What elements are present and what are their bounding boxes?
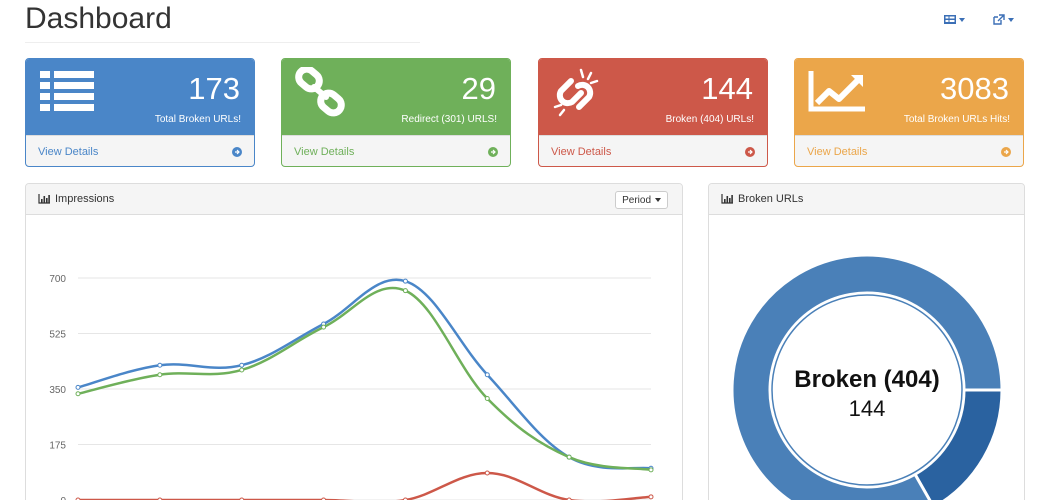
data-point [157,362,163,368]
link-icon [295,67,345,117]
donut-hole [771,294,963,486]
data-point [402,278,408,284]
data-point [75,391,81,397]
chevron-down-icon [1008,17,1014,22]
data-point [648,494,654,500]
data-point [402,288,408,294]
data-point [321,324,327,330]
view-details-label: View Details [294,146,355,158]
period-label: Period [622,194,651,206]
broken-urls-panel: Broken URLs Broken (404) 144 [708,183,1025,500]
view-details-link[interactable]: View Details [795,135,1023,166]
series-line [77,286,652,472]
card-count: 29 [461,71,496,106]
bar-chart-icon [38,194,50,204]
card-redirect: 29 Redirect (301) URLS! View Details [281,58,511,167]
broken-urls-title: Broken URLs [738,193,804,205]
card-total-hits: 3083 Total Broken URLs Hits! View Detail… [794,58,1024,167]
y-tick-label: 175 [49,441,66,452]
stat-cards: 173 Total Broken URLs! View Details 29 R… [25,58,1025,168]
arrow-circle-right-icon [1001,147,1011,157]
series-line [78,471,652,500]
card-header: 3083 Total Broken URLs Hits! [795,59,1023,135]
donut-center-value: 144 [849,396,886,421]
donut-slice [912,388,1004,500]
donut-center-label: Broken (404) [794,366,939,393]
grid-menu-button[interactable] [944,14,965,25]
impressions-panel: Impressions Period 01753505257002014-09-… [25,183,683,500]
chevron-down-icon [959,17,965,22]
data-point [157,372,163,378]
view-details-link[interactable]: View Details [539,135,767,166]
trend-icon [808,71,865,112]
card-total-broken: 173 Total Broken URLs! View Details [25,58,255,167]
card-count: 144 [701,71,753,106]
donut-slice [730,253,1004,500]
data-point [484,396,490,402]
impressions-panel-header: Impressions Period [26,184,682,215]
card-label: Total Broken URLs Hits! [903,114,1010,125]
external-link-icon [993,14,1005,25]
data-point [239,362,245,368]
view-details-link[interactable]: View Details [282,135,510,166]
card-count: 173 [188,71,240,106]
period-dropdown[interactable]: Period [615,191,668,209]
data-point [648,467,654,473]
data-point [484,372,490,378]
y-tick-label: 700 [49,274,66,285]
card-header: 173 Total Broken URLs! [26,59,254,135]
data-point [239,367,245,373]
y-tick-label: 0 [60,496,66,500]
card-label: Broken (404) URLs! [665,114,754,125]
data-point [75,384,81,390]
title-divider [25,42,420,43]
y-tick-label: 525 [49,330,66,341]
list-icon [40,71,94,111]
chevron-down-icon [655,198,661,202]
arrow-circle-right-icon [745,147,755,157]
external-link-menu-button[interactable] [993,14,1014,25]
y-tick-label: 350 [49,385,66,396]
view-details-label: View Details [38,146,99,158]
data-point [484,470,490,476]
card-header: 29 Redirect (301) URLS! [282,59,510,135]
series-line [77,278,652,470]
view-details-link[interactable]: View Details [26,135,254,166]
broken-link-icon [553,68,599,117]
page-title: Dashboard [25,2,172,35]
top-toolbar [944,14,1014,25]
card-broken-404: 144 Broken (404) URLs! View Details [538,58,768,167]
bar-chart-icon [721,194,733,204]
arrow-circle-right-icon [232,147,242,157]
broken-urls-panel-header: Broken URLs [709,184,1024,215]
broken-urls-donut-chart: Broken (404) 144 [730,253,1004,500]
card-count: 3083 [940,71,1009,106]
impressions-line-chart: 01753505257002014-09-092014-09-102014-09… [49,274,654,500]
arrow-circle-right-icon [488,147,498,157]
card-label: Total Broken URLs! [154,114,241,125]
card-label: Redirect (301) URLS! [401,114,497,125]
grid-icon [944,15,956,24]
data-point [566,454,572,460]
view-details-label: View Details [551,146,612,158]
card-header: 144 Broken (404) URLs! [539,59,767,135]
impressions-title: Impressions [55,193,115,205]
view-details-label: View Details [807,146,868,158]
